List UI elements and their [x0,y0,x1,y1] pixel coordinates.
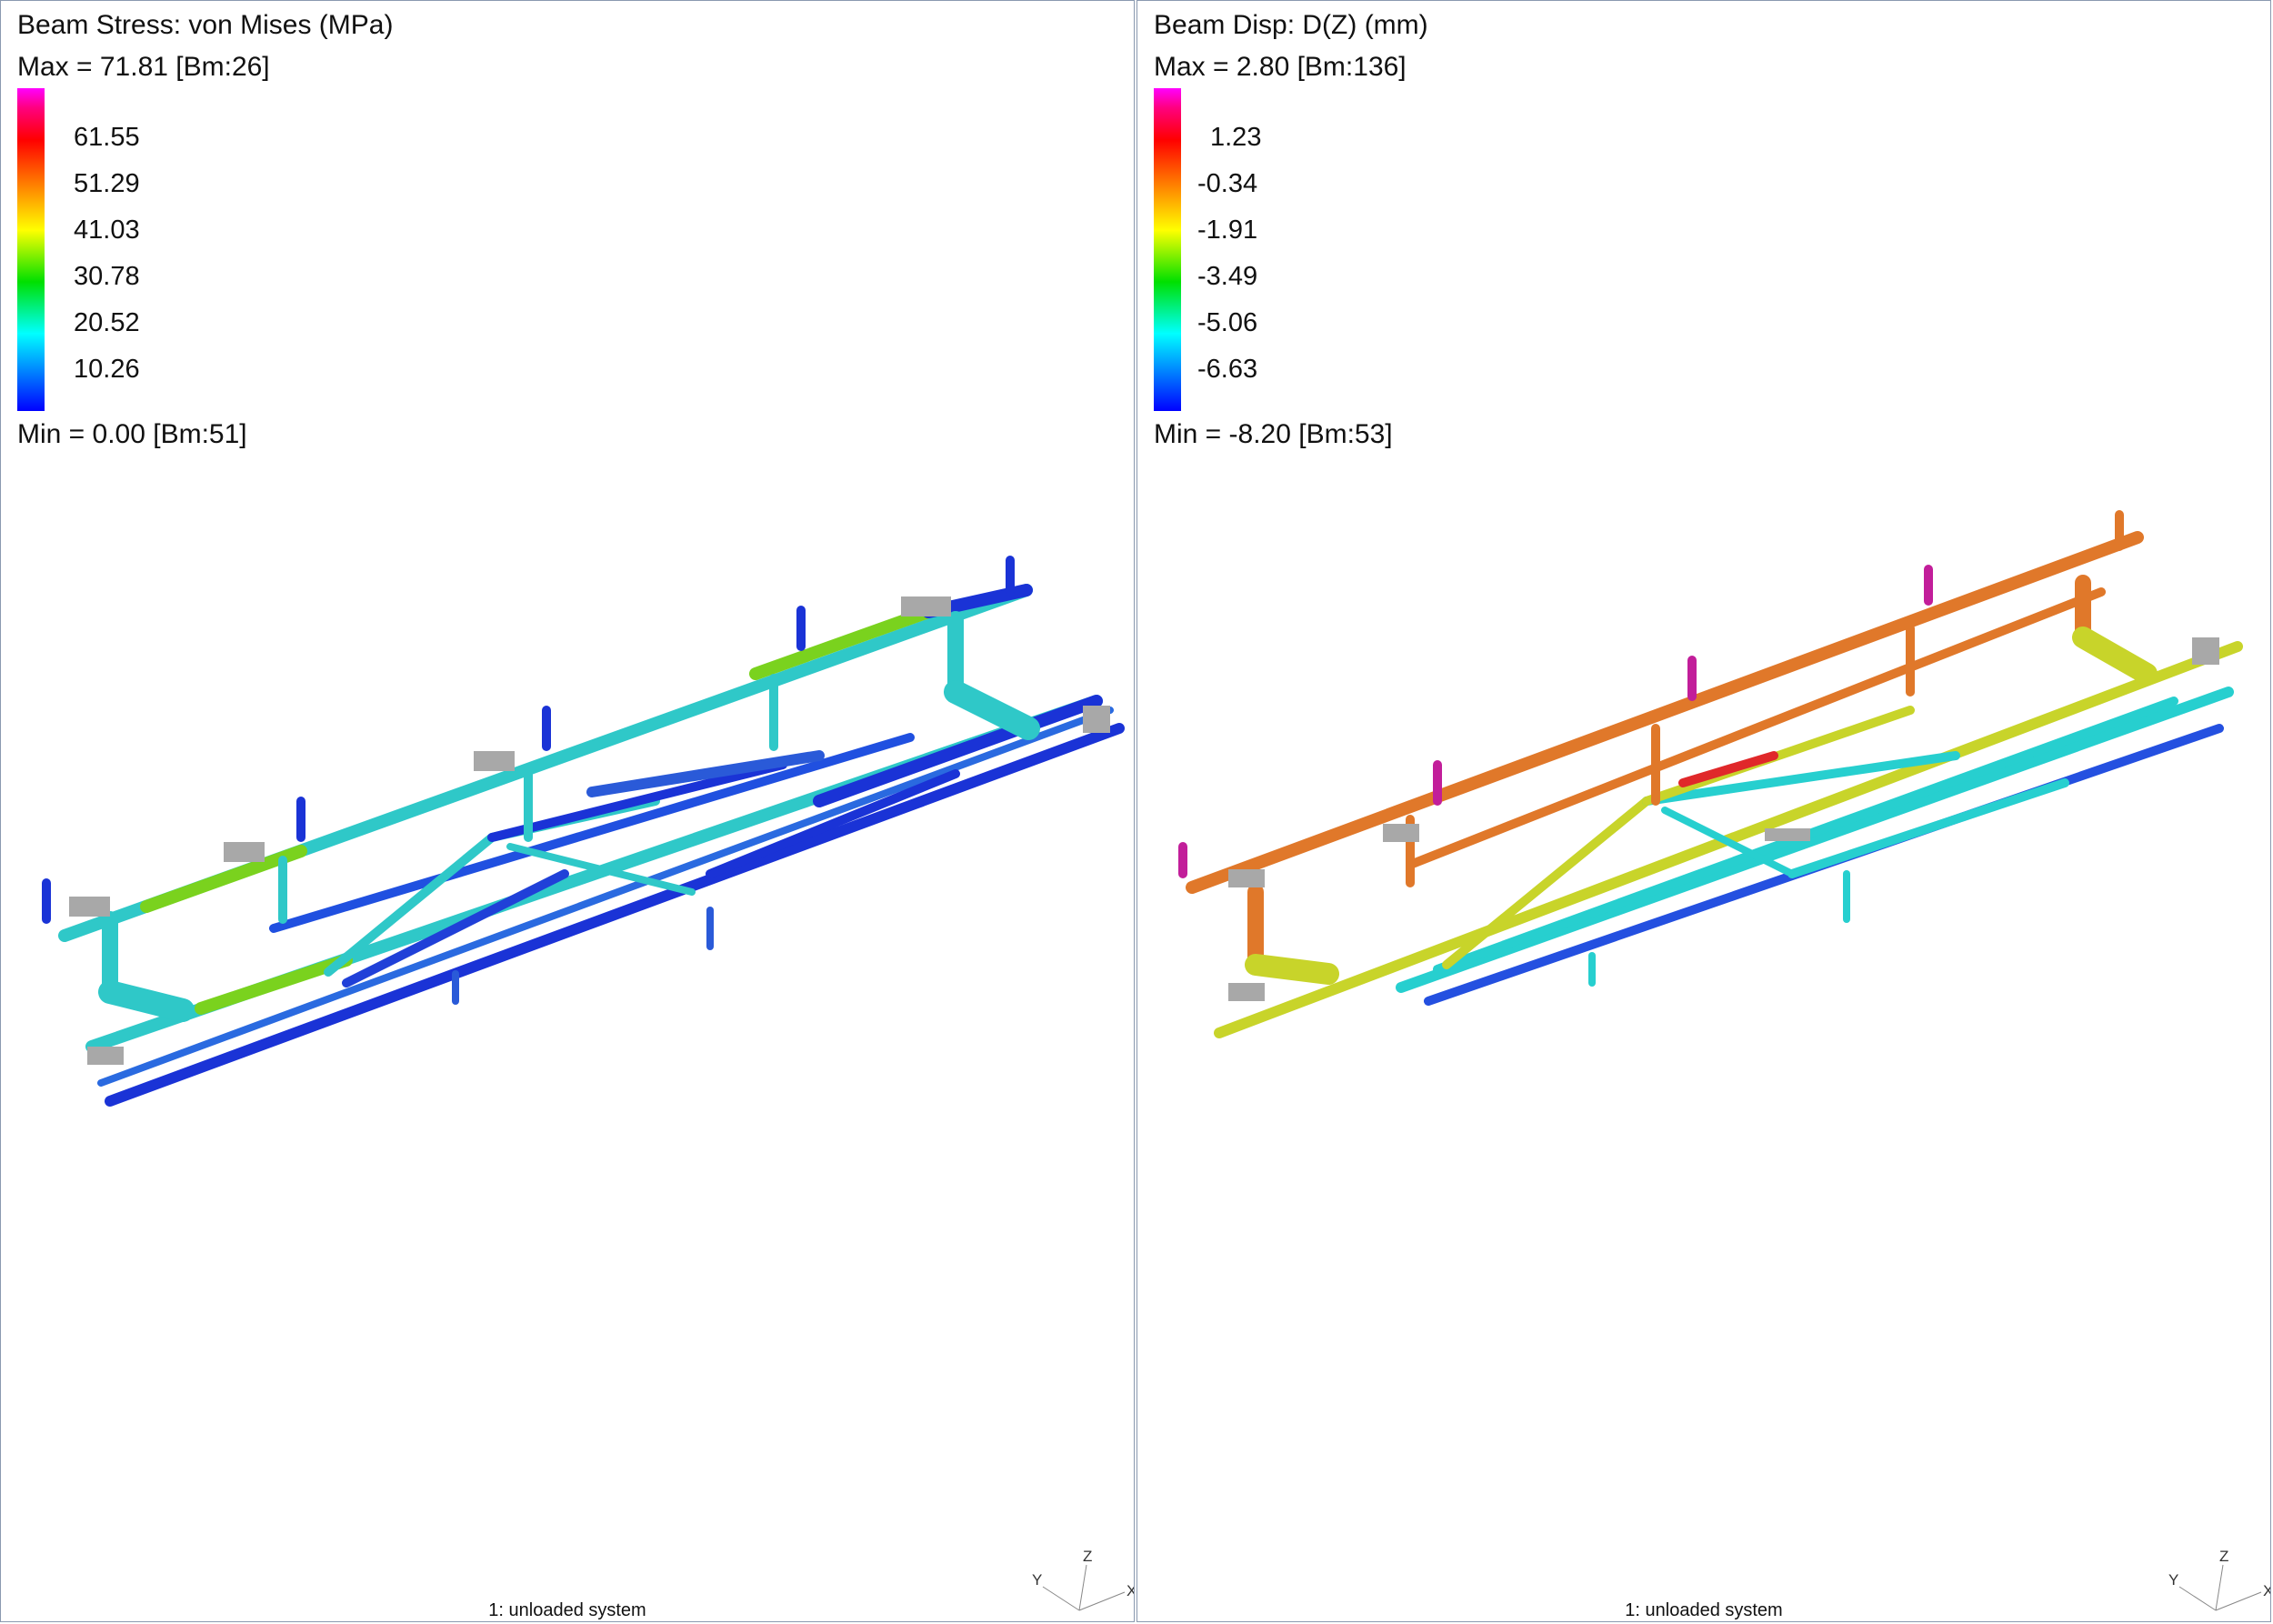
color-legend-bar [1154,88,1181,411]
max-value-label: Max = 2.80 [Bm:136] [1154,52,1407,82]
legend-tick: -6.63 [1197,355,1258,384]
min-value-label: Min = -8.20 [Bm:53] [1154,419,1393,449]
legend-tick: -3.49 [1197,262,1258,291]
status-bar: 1: unloaded system [488,1600,646,1620]
legend-tick: 1.23 [1210,123,1262,152]
legend-tick: 51.29 [74,169,140,198]
legend-tick: 61.55 [74,123,140,152]
result-title: Beam Stress: von Mises (MPa) [17,10,394,40]
axis-z-label: Z [2219,1549,2228,1565]
axis-triad-icon: X Y Z [1032,1549,1134,1611]
axis-x-label: X [2263,1582,2270,1599]
axis-z-label: Z [1083,1549,1092,1565]
legend-tick: -0.34 [1197,169,1258,198]
legend-tick: 41.03 [74,216,140,245]
legend-tick: 20.52 [74,308,140,337]
status-bar: 1: unloaded system [1625,1600,1783,1620]
result-title: Beam Disp: D(Z) (mm) [1154,10,1428,40]
max-value-label: Max = 71.81 [Bm:26] [17,52,270,82]
viewport-stress[interactable]: Beam Stress: von Mises (MPa) Max = 71.81… [0,0,1135,1622]
beam-model-stress[interactable] [1,1,1135,1183]
beam-model-displacement[interactable] [1137,1,2271,1183]
viewport-displacement[interactable]: Beam Disp: D(Z) (mm) Max = 2.80 [Bm:136]… [1136,0,2271,1622]
legend-tick: -1.91 [1197,216,1258,245]
legend-tick: 10.26 [74,355,140,384]
min-value-label: Min = 0.00 [Bm:51] [17,419,247,449]
axis-triad-icon: X Y Z [2168,1549,2270,1611]
axis-x-label: X [1126,1582,1134,1599]
legend-tick: -5.06 [1197,308,1258,337]
color-legend-bar [17,88,45,411]
axis-y-label: Y [2168,1571,2178,1589]
axis-y-label: Y [1032,1571,1042,1589]
legend-tick: 30.78 [74,262,140,291]
